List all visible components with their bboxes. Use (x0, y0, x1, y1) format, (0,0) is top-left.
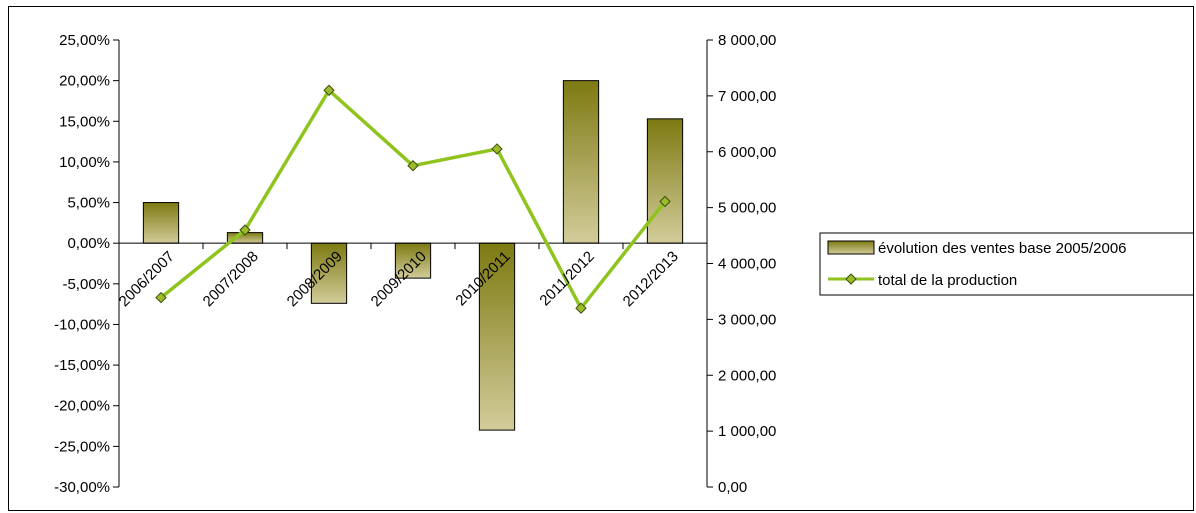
chart-frame: 25,00% 20,00% 15,00% 10,00% 5,00% 0,00% -5,00%… (8, 6, 1194, 511)
bar (310, 242, 348, 304)
category-label: 2012/2013 (620, 248, 682, 310)
left-axis-tick-label: -30,00% (54, 479, 110, 496)
left-axis-tick-label: 15,00% (59, 113, 110, 130)
right-axis-tick-label: 0,00 (718, 479, 747, 496)
right-axis-tick-label: 8 000,00 (718, 32, 776, 49)
left-axis-tick-label: -15,00% (54, 357, 110, 374)
combo-chart: 25,00% 20,00% 15,00% 10,00% 5,00% 0,00% -5,00%… (54, 32, 1193, 496)
line-point (155, 291, 167, 304)
left-axis-tick-label: -20,00% (54, 398, 110, 415)
left-axis-tick-label: 20,00% (59, 73, 110, 90)
left-axis-tick-label: -10,00% (54, 316, 110, 333)
right-axis-tick-label: 2 000,00 (718, 367, 776, 384)
right-axis-tick-label: 4 000,00 (718, 256, 776, 273)
right-axis-tick-label: 5 000,00 (718, 200, 776, 217)
line-point (659, 195, 671, 208)
left-axis-tick-label: 0,00% (67, 235, 110, 252)
category-axis (118, 242, 708, 250)
bar (394, 242, 432, 279)
line-series (155, 84, 671, 314)
line-point (575, 302, 587, 314)
left-y-axis: 25,00% 20,00% 15,00% 10,00% 5,00% 0,00% -5,00%… (54, 32, 120, 496)
legend-bar-label: évolution des ventes base 2005/2006 (878, 240, 1127, 257)
right-y-axis: 8 000,00 7 000,00 6 000,00 5 000,00 4 000,00… (706, 32, 776, 496)
line-point (323, 84, 335, 96)
left-axis-tick-label: 10,00% (59, 154, 110, 171)
legend: évolution des ventes base 2005/2006 tota… (819, 232, 1193, 296)
right-axis-tick-label: 1 000,00 (718, 423, 776, 440)
legend-bar-swatch (827, 240, 875, 255)
left-axis-tick-label: 5,00% (67, 195, 110, 212)
bar (562, 80, 600, 244)
left-axis-tick-label: 25,00% (59, 32, 110, 49)
bar (142, 202, 180, 244)
category-label: 2006/2007 (116, 248, 178, 310)
right-axis-tick-label: 7 000,00 (718, 88, 776, 105)
line-point (407, 160, 419, 172)
line-point (239, 224, 251, 236)
bar (646, 118, 684, 244)
bar-series (142, 80, 684, 431)
left-axis-tick-label: -25,00% (54, 438, 110, 455)
legend-line-label: total de la production (878, 272, 1017, 289)
left-axis-tick-label: -5,00% (62, 276, 110, 293)
right-axis-tick-label: 3 000,00 (718, 311, 776, 328)
bar (478, 242, 516, 431)
line-point (491, 143, 503, 155)
legend-line-marker (845, 273, 857, 285)
legend-box (819, 232, 1193, 296)
right-axis-tick-label: 6 000,00 (718, 144, 776, 161)
